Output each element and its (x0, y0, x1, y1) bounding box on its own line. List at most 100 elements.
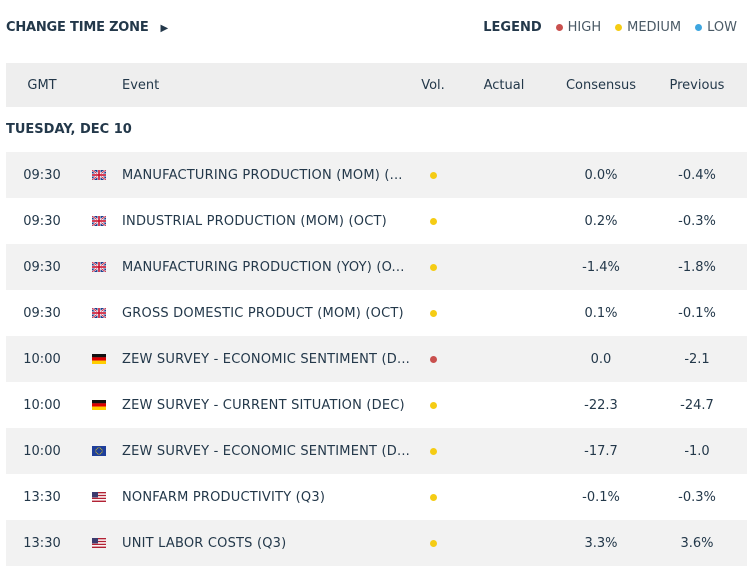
volatility-dot (429, 217, 437, 225)
previous: -0.1% (678, 305, 716, 321)
flag-part (92, 360, 106, 364)
flag-part (101, 448, 103, 450)
flag-part (92, 406, 106, 410)
flag-part (92, 500, 106, 502)
event-name: INDUSTRIAL PRODUCTION (MOM) (OCT) (122, 213, 387, 229)
volatility-dot (429, 493, 437, 501)
flag-part (92, 492, 98, 498)
flag-part (95, 450, 97, 452)
table-row: 13:30 NONFARM PRODUCTIVITY (Q3) -0.1% -0.3% (6, 474, 747, 520)
flag-part (92, 546, 106, 548)
volatility (373, 152, 493, 198)
event-name: NONFARM PRODUCTIVITY (Q3) (122, 489, 326, 505)
time: 10:00 (23, 443, 61, 459)
flag-part (95, 452, 97, 454)
flag-part (92, 403, 106, 407)
previous: 3.6% (680, 535, 714, 551)
consensus: -1.4% (582, 259, 620, 275)
volatility (373, 198, 493, 244)
flag-part (92, 545, 106, 547)
legend-label: HIGH (567, 20, 602, 35)
flag (92, 198, 106, 244)
volatility (373, 290, 493, 336)
event-name: MANUFACTURING PRODUCTION (YOY) (O... (122, 259, 405, 275)
flag-part (98, 170, 100, 180)
flag-icon (92, 216, 106, 226)
volatility-dot (429, 171, 437, 179)
time: 13:30 (23, 535, 61, 551)
flag-part (98, 453, 100, 455)
legend: LEGEND HIGH MEDIUM LOW (483, 20, 737, 35)
consensus: -0.1% (582, 489, 620, 505)
previous: -0.3% (678, 489, 716, 505)
flag (92, 428, 106, 474)
flag-icon (92, 400, 106, 410)
event-name: GROSS DOMESTIC PRODUCT (MOM) (OCT) (122, 305, 404, 321)
previous: -0.4% (678, 167, 716, 183)
flag-part (98, 308, 100, 318)
event-name: UNIT LABOR COSTS (Q3) (122, 535, 287, 551)
volatility (373, 244, 493, 290)
volatility (373, 336, 493, 382)
volatility (373, 520, 493, 566)
table-row: 13:30 UNIT LABOR COSTS (Q3) 3.3% 3.6% (6, 520, 747, 566)
volatility (373, 428, 493, 474)
flag-part (101, 452, 103, 454)
column-header: Vol. (421, 77, 445, 93)
flag (92, 244, 106, 290)
column-header: Event (122, 77, 160, 93)
flag-part (92, 357, 106, 361)
table-row: 09:30 GROSS DOMESTIC PRODUCT (MOM) (OCT) 0… (6, 290, 747, 336)
consensus: -22.3 (584, 397, 618, 413)
change-time-zone[interactable]: CHANGE TIME ZONE ▶ (6, 20, 168, 35)
event-name: ZEW SURVEY - CURRENT SITUATION (DEC) (122, 397, 405, 413)
flag-icon (92, 170, 106, 180)
legend-label: MEDIUM (627, 20, 682, 35)
flag (92, 520, 106, 566)
date-heading: TUESDAY, DEC 10 (6, 122, 132, 137)
flag-part (92, 446, 106, 456)
table-row: 10:00 ZEW SURVEY - CURRENT SITUATION (DEC… (6, 382, 747, 428)
flag (92, 336, 106, 382)
volatility-dot (429, 539, 437, 547)
consensus: 0.0% (584, 167, 618, 183)
table-row: 09:30 MANUFACTURING PRODUCTION (YOY) (O..… (6, 244, 747, 290)
volatility-dot (429, 355, 437, 363)
volatility-dot (429, 401, 437, 409)
flag (92, 290, 106, 336)
volatility-dot (429, 263, 437, 271)
time: 09:30 (23, 213, 61, 229)
event-name: ZEW SURVEY - ECONOMIC SENTIMENT (D... (122, 443, 411, 459)
legend-dot (615, 24, 623, 31)
legend-title: LEGEND (483, 20, 542, 35)
button-label[interactable]: CHANGE TIME ZONE (6, 20, 149, 35)
flag-part (100, 453, 102, 455)
previous: -1.8% (678, 259, 716, 275)
flag (92, 474, 106, 520)
event-name: ZEW SURVEY - ECONOMIC SENTIMENT (D... (122, 351, 411, 367)
legend-dot (555, 24, 563, 31)
column-header: Actual (483, 77, 525, 93)
flag-icon (92, 538, 106, 548)
previous: -0.3% (678, 213, 716, 229)
volatility-dot (429, 447, 437, 455)
consensus: 0.1% (584, 305, 618, 321)
column-header: Consensus (565, 77, 637, 93)
flag-part (92, 539, 106, 541)
volatility (373, 382, 493, 428)
arrow-icon[interactable]: ▶ (160, 23, 169, 34)
consensus: 0.2% (584, 213, 618, 229)
time: 09:30 (23, 305, 61, 321)
legend-dot (695, 24, 703, 31)
flag-part (92, 493, 106, 495)
flag-part (92, 492, 106, 494)
flag-part (98, 262, 100, 272)
flag-part (92, 497, 106, 500)
table-row: 09:30 MANUFACTURING PRODUCTION (MOM) (...… (6, 152, 747, 198)
consensus: 0.0 (590, 351, 612, 367)
table-row: 10:00 ZEW SURVEY - ECONOMIC SENTIMENT (D.… (6, 336, 747, 382)
flag-part (100, 447, 102, 449)
flag-part (92, 499, 106, 501)
time: 09:30 (23, 167, 61, 183)
